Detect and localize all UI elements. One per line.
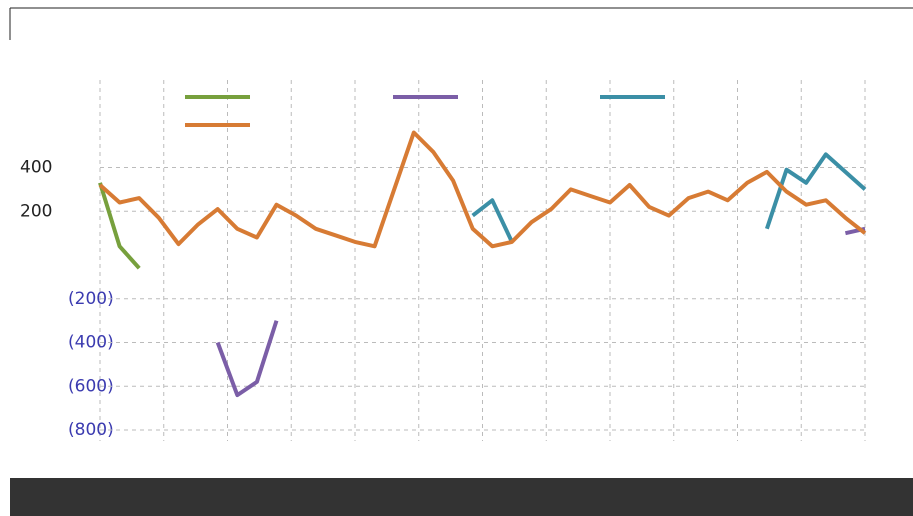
y-tick-label: (800) bbox=[68, 420, 114, 440]
series-line bbox=[98, 182, 141, 270]
series-line bbox=[215, 226, 866, 398]
footer-bar bbox=[10, 478, 913, 516]
y-tick-label: (400) bbox=[68, 333, 114, 353]
y-tick-label: 200 bbox=[20, 201, 52, 221]
y-tick-label: 400 bbox=[20, 158, 52, 178]
y-tick-label: (200) bbox=[68, 289, 114, 309]
y-tick-label: (600) bbox=[68, 376, 114, 396]
series-line bbox=[98, 130, 867, 249]
series-line bbox=[471, 152, 867, 243]
